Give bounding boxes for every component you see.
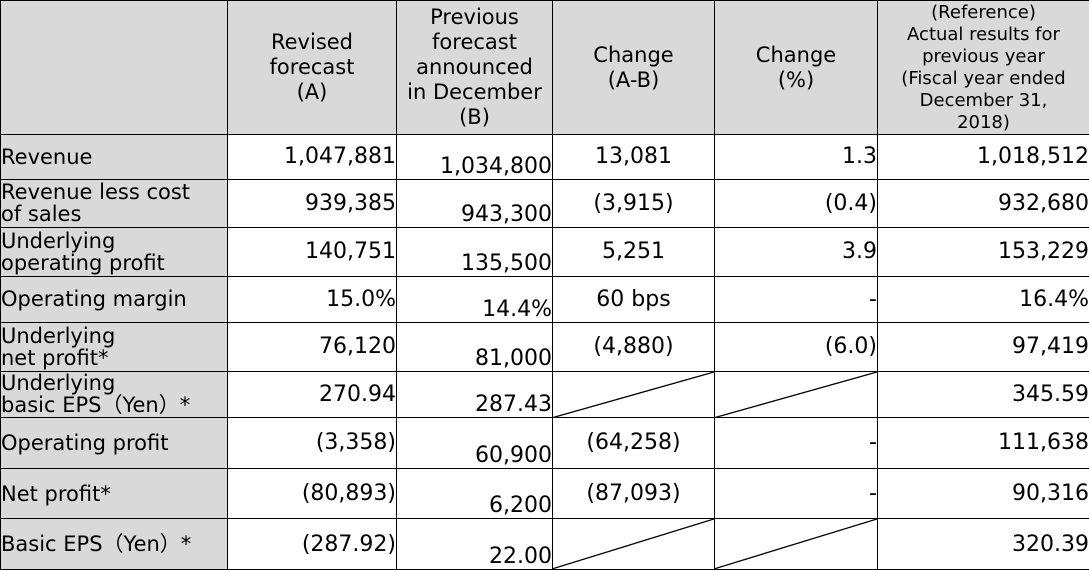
revised-forecast-value: 140,751 xyxy=(227,227,397,277)
change-amount-value: (87,093) xyxy=(552,467,715,520)
change-percent-value: 3.9 xyxy=(714,227,878,277)
change-percent-value: (0.4) xyxy=(714,178,878,229)
header-change-percent: Change (%) xyxy=(714,0,878,135)
revised-forecast-value: 939,385 xyxy=(227,178,397,229)
reference-actual-value: 97,419 xyxy=(877,322,1089,372)
revised-forecast-value: (287.92) xyxy=(227,518,397,570)
revised-forecast-value: (80,893) xyxy=(227,467,397,520)
previous-forecast-value: 14.4% xyxy=(396,275,553,324)
previous-forecast-value: 1,034,800 xyxy=(396,134,553,180)
row-label: Revenue xyxy=(0,134,228,180)
not-applicable-cell xyxy=(552,518,715,570)
reference-actual-value: 16.4% xyxy=(877,275,1089,324)
change-amount-value: 13,081 xyxy=(552,134,715,180)
diagonal-slash-mark xyxy=(715,519,877,569)
change-percent-value: 1.3 xyxy=(714,134,878,180)
row-label: Revenue less cost of sales xyxy=(0,178,228,229)
row-label: Underlying net profit* xyxy=(0,322,228,372)
table-row: Underlying operating profit 140,751 135,500… xyxy=(0,227,1089,277)
diagonal-slash-mark xyxy=(553,519,714,569)
change-percent-value: (6.0) xyxy=(714,322,878,372)
table-row: Revenue less cost of sales 939,385 943,300(… xyxy=(0,178,1089,229)
reference-actual-value: 153,229 xyxy=(877,227,1089,277)
change-percent-value: - xyxy=(714,467,878,520)
previous-forecast-value: 287.43 xyxy=(396,370,553,419)
diagonal-slash-mark xyxy=(553,372,714,418)
previous-forecast-value: 81,000 xyxy=(396,322,553,372)
row-label: Basic EPS（Yen）* xyxy=(0,518,228,570)
header-previous-forecast: Previous forecast announced in December (B) xyxy=(396,0,553,135)
table-row: Net profit* (80,893) 6,200 (87,093) -90,316 xyxy=(0,467,1089,520)
reference-actual-value: 90,316 xyxy=(877,467,1089,520)
change-amount-value: 5,251 xyxy=(552,227,715,277)
table-row: Underlying basic EPS（Yen）* 270.94 287.43 345… xyxy=(0,370,1089,419)
previous-forecast-value: 22.00 xyxy=(396,518,553,570)
row-label: Operating profit xyxy=(0,417,228,469)
reference-actual-value: 320.39 xyxy=(877,518,1089,570)
table-row: Operating profit (3,358) 60,900 (64,258) -11… xyxy=(0,417,1089,469)
change-percent-value: - xyxy=(714,417,878,469)
header-reference-actual: (Reference) Actual results for previous ye… xyxy=(877,0,1089,135)
not-applicable-cell xyxy=(714,370,878,419)
change-amount-value: 60 bps xyxy=(552,275,715,324)
revised-forecast-value: 1,047,881 xyxy=(227,134,397,180)
revised-forecast-value: 76,120 xyxy=(227,322,397,372)
previous-forecast-value: 60,900 xyxy=(396,417,553,469)
header-row: Revised forecast (A) Previous forecast annou… xyxy=(0,0,1089,135)
change-amount-value: (64,258) xyxy=(552,417,715,469)
revised-forecast-value: 15.0% xyxy=(227,275,397,324)
header-corner-cell xyxy=(0,0,228,135)
diagonal-slash-mark xyxy=(715,372,877,418)
previous-forecast-value: 6,200 xyxy=(396,467,553,520)
row-label: Operating margin xyxy=(0,275,228,324)
previous-forecast-value: 135,500 xyxy=(396,227,553,277)
row-label: Underlying basic EPS（Yen）* xyxy=(0,370,228,419)
table-row: Operating margin 15.0% 14.4% 60 bps -16.4% xyxy=(0,275,1089,324)
row-label: Underlying operating profit xyxy=(0,227,228,277)
table-row: Underlying net profit* 76,120 81,000 (4,880)… xyxy=(0,322,1089,372)
reference-actual-value: 111,638 xyxy=(877,417,1089,469)
table-row: Basic EPS（Yen）* (287.92) 22.00 320.39 xyxy=(0,518,1089,570)
change-amount-value: (3,915) xyxy=(552,178,715,229)
revised-forecast-value: (3,358) xyxy=(227,417,397,469)
reference-actual-value: 345.59 xyxy=(877,370,1089,419)
not-applicable-cell xyxy=(714,518,878,570)
change-percent-value: - xyxy=(714,275,878,324)
not-applicable-cell xyxy=(552,370,715,419)
revised-forecast-value: 270.94 xyxy=(227,370,397,419)
table-row: Revenue 1,047,881 1,034,800 13,081 1.3 1,018,… xyxy=(0,134,1089,180)
reference-actual-value: 932,680 xyxy=(877,178,1089,229)
change-amount-value: (4,880) xyxy=(552,322,715,372)
header-revised-forecast: Revised forecast (A) xyxy=(227,0,397,135)
previous-forecast-value: 943,300 xyxy=(396,178,553,229)
reference-actual-value: 1,018,512 xyxy=(877,134,1089,180)
header-change-amount: Change (A-B) xyxy=(552,0,715,135)
row-label: Net profit* xyxy=(0,467,228,520)
